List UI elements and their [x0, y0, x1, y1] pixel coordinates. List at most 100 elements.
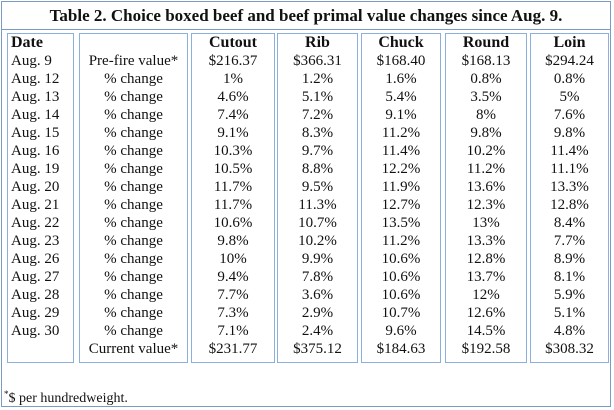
value-cell: 7.1%	[217, 323, 249, 339]
value-cell: 11.4%	[381, 143, 421, 159]
value-cell: 11.2%	[381, 125, 421, 141]
value-cell: $375.12	[293, 341, 342, 357]
value-cell: 5.1%	[301, 89, 334, 105]
date-cell: Aug. 20	[11, 179, 60, 195]
value-cell: 10.6%	[381, 251, 421, 267]
footnote-text: $ per hundredweight.	[8, 391, 128, 406]
value-cell: 11.9%	[381, 179, 421, 195]
value-cell: 9.7%	[301, 143, 334, 159]
value-cell: 9.5%	[301, 179, 334, 195]
date-cell: Aug. 22	[11, 215, 60, 231]
value-cell: 13.7%	[466, 269, 506, 285]
value-cell: 9.8%	[217, 233, 249, 249]
value-cell: 11.2%	[466, 161, 506, 177]
value-cell: 9.9%	[301, 251, 334, 267]
value-cell: 11.2%	[381, 233, 421, 249]
value-cell: 12.3%	[466, 197, 506, 213]
row-label-cell: % change	[104, 305, 163, 321]
value-cell: 5.9%	[553, 287, 586, 303]
row-label-cell: % change	[104, 71, 163, 87]
cutout-column: Cutout $216.37 1% 4.6% 7.4% 9.1% 10.3% 10.5% 11.…	[191, 33, 275, 363]
date-cell: Aug. 13	[11, 89, 60, 105]
row-label-cell: % change	[104, 269, 163, 285]
value-cell: 7.3%	[217, 305, 249, 321]
row-label-cell: % change	[104, 197, 163, 213]
value-cell: 9.1%	[217, 125, 249, 141]
value-cell: 7.7%	[553, 233, 586, 249]
value-cell: 9.6%	[385, 323, 417, 339]
value-cell: 9.8%	[470, 125, 502, 141]
chuck-column: Chuck $168.40 1.6% 5.4% 9.1% 11.2% 11.4% 12.2% 1…	[361, 33, 441, 363]
value-cell: 10.6%	[213, 215, 253, 231]
column-header: Round	[462, 34, 510, 51]
value-cell: 10.2%	[298, 233, 337, 249]
value-cell: 7.2%	[301, 107, 334, 123]
column-header: Rib	[305, 34, 330, 51]
value-cell: 13.3%	[466, 233, 506, 249]
value-cell: 10.2%	[466, 143, 506, 159]
date-cell: Aug. 19	[11, 161, 60, 177]
value-cell: 7.8%	[301, 269, 334, 285]
footnote: *$ per hundredweight.	[4, 386, 128, 407]
date-cell: Aug. 15	[11, 125, 60, 141]
value-cell: 13%	[472, 215, 500, 231]
row-label-cell: % change	[104, 251, 163, 267]
value-cell: 11.1%	[550, 161, 589, 177]
value-cell: 10.6%	[381, 287, 421, 303]
row-label-cell: Current value*	[88, 341, 179, 357]
value-cell: 10.5%	[213, 161, 253, 177]
value-cell: 9.1%	[385, 107, 417, 123]
date-cell: Aug. 23	[11, 233, 60, 249]
value-cell: $231.77	[208, 341, 258, 357]
date-cell: Aug. 9	[11, 53, 52, 69]
column-header: Chuck	[378, 34, 424, 51]
value-cell: 12.8%	[466, 251, 506, 267]
value-cell: 0.8%	[470, 71, 502, 87]
value-cell: $216.37	[208, 53, 258, 69]
value-cell: 5%	[559, 89, 580, 105]
date-cell: Aug. 27	[11, 269, 60, 285]
row-label-cell: % change	[104, 233, 163, 249]
value-cell: 1%	[223, 71, 243, 87]
value-cell: 9.8%	[553, 125, 586, 141]
value-cell: 8.4%	[553, 215, 586, 231]
value-cell: 8.8%	[301, 161, 334, 177]
rib-column: Rib $366.31 1.2% 5.1% 7.2% 8.3% 9.7% 8.8% 9.5% 11…	[277, 33, 358, 363]
value-cell: 10.6%	[381, 269, 421, 285]
row-label-column: Pre-fire value* % change % change % change%…	[79, 33, 188, 363]
value-cell: 11.7%	[213, 179, 253, 195]
footnote-mark: *	[4, 389, 9, 399]
value-cell: $168.13	[461, 53, 511, 69]
value-cell: 5.1%	[553, 305, 586, 321]
value-cell: 4.6%	[217, 89, 249, 105]
value-cell: $366.31	[293, 53, 342, 69]
column-header: Cutout	[208, 34, 257, 51]
value-cell: 12%	[472, 287, 500, 303]
value-cell: 10.7%	[381, 305, 421, 321]
column-header: Loin	[553, 34, 586, 51]
value-cell: 10.7%	[298, 215, 337, 231]
value-cell: $308.32	[545, 341, 594, 357]
date-cell: Aug. 26	[11, 251, 60, 267]
row-label-cell: % change	[104, 161, 163, 177]
value-cell: 9.4%	[217, 269, 249, 285]
row-label-cell: % change	[104, 143, 163, 159]
date-header: Date	[11, 34, 43, 51]
row-label-cell: % change	[104, 89, 163, 105]
date-cell: Aug. 28	[11, 287, 60, 303]
date-cell: Aug. 29	[11, 305, 60, 321]
value-cell: 5.4%	[385, 89, 417, 105]
value-cell: 7.7%	[217, 287, 249, 303]
value-cell: $192.58	[461, 341, 511, 357]
value-cell: 11.3%	[298, 197, 337, 213]
value-cell: 7.4%	[217, 107, 249, 123]
date-cell: Aug. 14	[11, 107, 60, 123]
value-cell: 13.3%	[550, 179, 589, 195]
row-label-cell: % change	[104, 215, 163, 231]
value-cell: 14.5%	[466, 323, 506, 339]
value-cell: 11.7%	[213, 197, 253, 213]
date-cell: Aug. 21	[11, 197, 60, 213]
value-cell: 8%	[476, 107, 496, 123]
row-label-cell: Pre-fire value*	[88, 53, 179, 69]
value-cell: 12.8%	[550, 197, 589, 213]
